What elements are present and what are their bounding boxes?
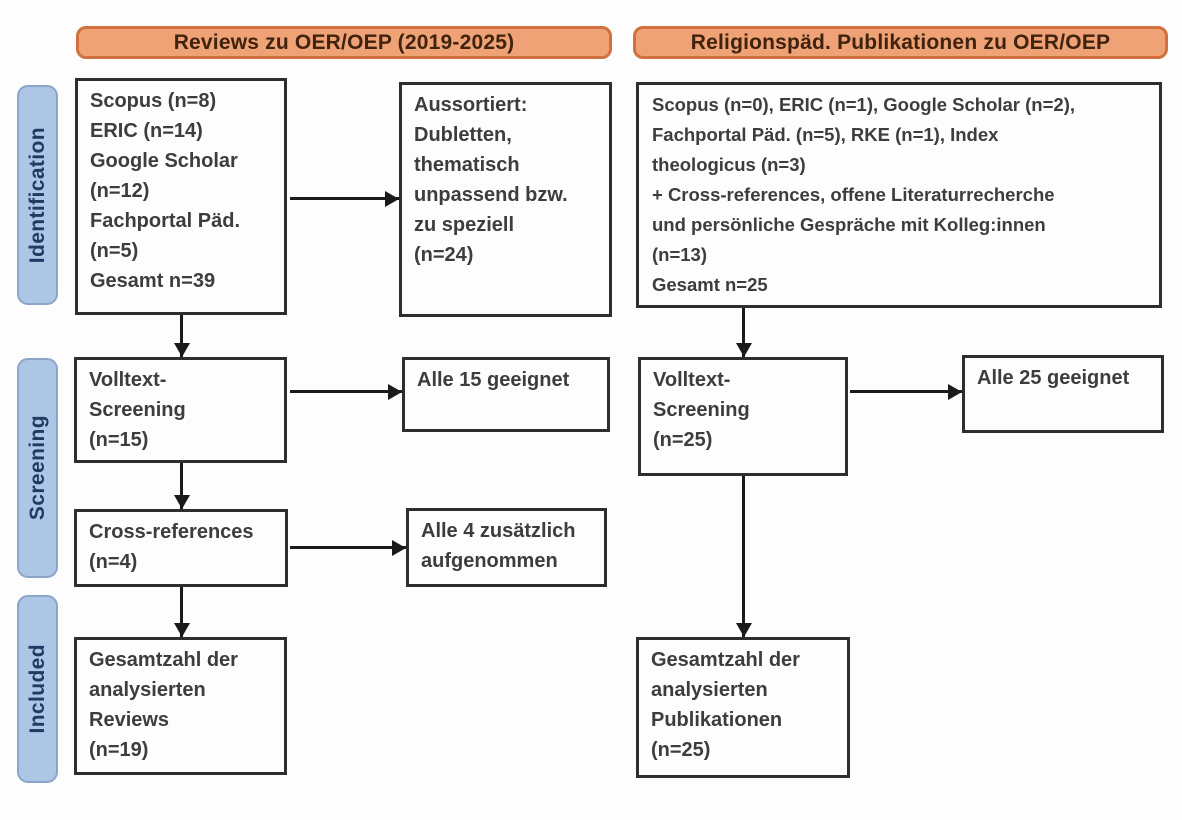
box-text-line: Alle 15 geeignet (417, 369, 570, 391)
box-text-line: und persönliche Gespräche mit Kolleg:inn… (652, 214, 1046, 235)
box-text-line: thematisch (414, 154, 520, 176)
stage-tab-included: Included (17, 595, 58, 783)
box-text-line: (n=25) (653, 429, 713, 451)
box-text-line: Dubletten, (414, 124, 512, 146)
arrow-right-fulltext-to-result (850, 390, 962, 393)
box-text-line: ERIC (n=14) (90, 120, 203, 142)
box-text-line: theologicus (n=3) (652, 154, 806, 175)
box-text-line: Gesamt n=39 (90, 270, 216, 292)
arrow-right-fulltext-to-included (742, 476, 745, 637)
box-text-line: (n=12) (90, 180, 150, 202)
box-text-line: Volltext- (653, 369, 731, 391)
box-text-line: (n=5) (90, 240, 139, 262)
arrow-left-identification-to-fulltext (180, 315, 183, 357)
box-text-line: Google Scholar (90, 150, 238, 172)
box-left-identification-sources: Scopus (n=8) ERIC (n=14) Google Scholar (n=… (75, 78, 287, 315)
box-text-line: analysierten (651, 679, 768, 701)
box-text-line: Gesamtzahl der (89, 649, 238, 671)
box-text-line: Alle 25 geeignet (977, 367, 1130, 389)
box-text-line: Screening (89, 399, 186, 421)
box-text-line: Alle 4 zusätzlich (421, 520, 576, 542)
box-text-line: (n=24) (414, 244, 474, 266)
box-text-line: Screening (653, 399, 750, 421)
stage-tab-screening-label: Screening (25, 415, 49, 521)
column-header-reviews: Reviews zu OER/OEP (2019-2025) (76, 26, 612, 59)
arrow-left-identification-to-excluded (290, 197, 399, 200)
arrow-left-crossref-to-result (290, 546, 406, 549)
box-text-line: (n=15) (89, 429, 149, 451)
box-left-included-total: Gesamtzahl der analysierten Reviews (n=19) (74, 637, 287, 775)
box-text-line: Reviews (89, 709, 170, 731)
box-text-line: (n=4) (89, 551, 138, 573)
box-left-crossref-result: Alle 4 zusätzlich aufgenommen (406, 508, 607, 587)
box-left-fulltext-screening: Volltext- Screening (n=15) (74, 357, 287, 463)
box-text-line: Publikationen (651, 709, 783, 731)
column-header-religionspaed-label: Religionspäd. Publikationen zu OER/OEP (690, 30, 1111, 54)
box-left-crossreferences: Cross-references (n=4) (74, 509, 288, 587)
box-text-line: Gesamt n=25 (652, 274, 768, 295)
box-text-line: Fachportal Päd. (90, 210, 241, 232)
box-text-line: + Cross-references, offene Literaturrech… (652, 184, 1055, 205)
box-text-line: aufgenommen (421, 550, 558, 572)
stage-tab-identification: Identification (17, 85, 58, 305)
box-text-line: Scopus (n=8) (90, 90, 217, 112)
box-text-line: Gesamtzahl der (651, 649, 800, 671)
box-right-fulltext-result: Alle 25 geeignet (962, 355, 1164, 433)
box-left-excluded: Aussortiert: Dubletten, thematisch unpassen… (399, 82, 612, 317)
arrow-left-crossref-to-included (180, 587, 183, 637)
box-text-line: (n=19) (89, 739, 149, 761)
box-text-line: Volltext- (89, 369, 167, 391)
column-header-reviews-label: Reviews zu OER/OEP (2019-2025) (173, 30, 515, 54)
box-right-included-total: Gesamtzahl der analysierten Publikationen (… (636, 637, 850, 778)
box-text-line: zu speziell (414, 214, 515, 236)
stage-tab-screening: Screening (17, 358, 58, 578)
box-left-fulltext-result: Alle 15 geeignet (402, 357, 610, 432)
box-text-line: Aussortiert: (414, 94, 528, 116)
box-text-line: unpassend bzw. (414, 184, 568, 206)
arrow-left-fulltext-to-result (290, 390, 402, 393)
arrow-right-identification-to-fulltext (742, 308, 745, 357)
box-text-line: (n=13) (652, 244, 708, 265)
box-text-line: (n=25) (651, 739, 711, 761)
box-text-line: Cross-references (89, 521, 254, 543)
box-right-identification-sources: Scopus (n=0), ERIC (n=1), Google Scholar… (636, 82, 1162, 308)
box-text-line: analysierten (89, 679, 206, 701)
arrow-left-fulltext-to-crossref (180, 463, 183, 509)
stage-tab-identification-label: Identification (25, 126, 49, 264)
stage-tab-included-label: Included (25, 644, 49, 734)
box-text-line: Scopus (n=0), ERIC (n=1), Google Scholar… (652, 94, 1075, 115)
box-text-line: Fachportal Päd. (n=5), RKE (n=1), Index (652, 124, 999, 145)
column-header-religionspaed: Religionspäd. Publikationen zu OER/OEP (633, 26, 1168, 59)
box-right-fulltext-screening: Volltext- Screening (n=25) (638, 357, 848, 476)
